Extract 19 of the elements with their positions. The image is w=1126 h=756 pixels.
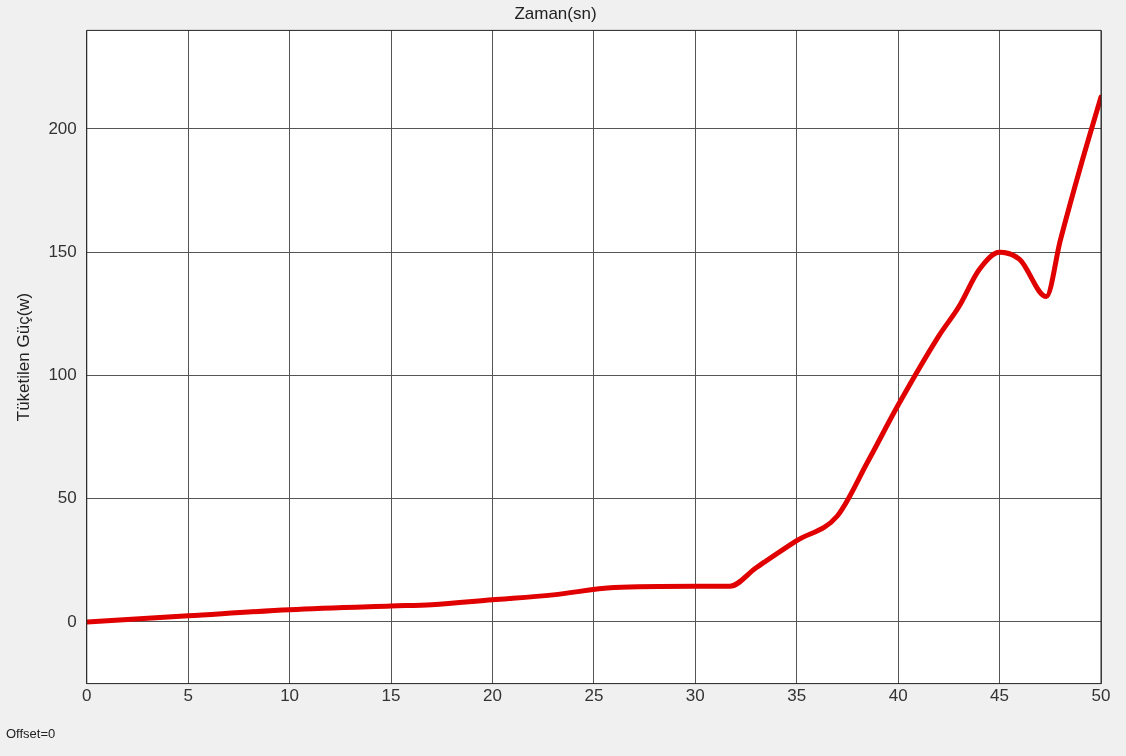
x-tick-label: 5 (183, 686, 193, 706)
y-tick-label: 0 (67, 611, 77, 631)
y-tick-label: 100 (48, 365, 77, 385)
y-tick-label: 150 (48, 241, 77, 261)
x-tick-label: 35 (787, 686, 807, 706)
x-tick-label: 25 (584, 686, 604, 706)
x-tick-label: 30 (685, 686, 705, 706)
x-tick-label: 0 (82, 686, 92, 706)
y-tick-label: 200 (48, 118, 77, 138)
x-tick-label: 15 (381, 686, 401, 706)
x-tick-label: 45 (990, 686, 1010, 706)
x-tick-label: 40 (888, 686, 908, 706)
x-tick-label: 50 (1091, 686, 1111, 706)
y-tick-label: 50 (57, 488, 77, 508)
text: Offset=0 (6, 726, 56, 741)
x-tick-label: 10 (280, 686, 300, 706)
chart-title: Zaman(sn) (514, 3, 597, 23)
x-tick-label: 20 (483, 686, 502, 706)
y-axis-title: Tüketilen Güç(w) (13, 292, 33, 422)
